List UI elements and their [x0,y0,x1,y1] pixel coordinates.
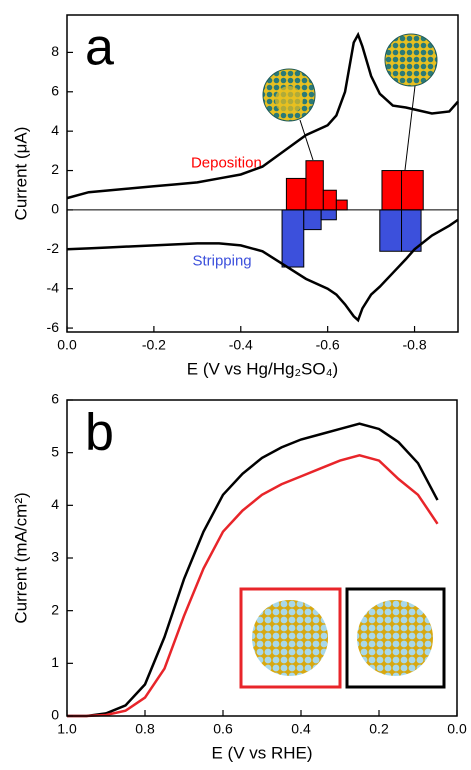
bar [322,189,337,211]
nanoparticle-images [262,33,438,171]
y-tick-label: 0 [51,201,59,217]
x-tick-label: 0.4 [291,721,311,737]
bar [303,209,322,231]
y-tick-label: -6 [47,319,60,335]
x-axis-label: E (V vs RHE) [211,743,312,762]
x-tick-label: 0.2 [369,721,389,737]
y-axis-label: Current (μA) [11,127,30,221]
y-tick-label: 4 [51,496,59,512]
y-tick-label: 5 [51,443,59,459]
data-line [66,31,459,200]
y-tick-label: 0 [51,707,59,723]
bar [401,170,424,211]
y-tick-label: 8 [51,43,59,59]
bar [320,209,337,221]
panel-label: b [85,404,114,462]
bar [379,209,403,252]
bar [285,177,307,211]
inset-images [239,587,446,689]
y-tick-label: -2 [47,240,60,256]
data-line [67,422,439,718]
bar [305,160,324,211]
y-tick-label: 2 [51,601,59,617]
x-tick-label: -0.2 [142,337,166,353]
x-tick-label: 0.0 [57,337,77,353]
x-tick-label: 0.0 [447,721,467,737]
x-tick-label: 1.0 [57,721,77,737]
x-tick-label: 0.8 [135,721,155,737]
y-tick-label: 2 [51,161,59,177]
data-line [66,218,459,323]
data-line [67,454,439,718]
plot-frame [66,14,459,333]
x-axis-label: E (V vs Hg/Hg₂SO₄) [187,359,338,378]
bar [335,199,348,211]
x-tick-label: -0.8 [402,337,426,353]
y-tick-label: 3 [51,549,59,565]
y-tick-label: 6 [51,82,59,98]
bar-legend-label: Deposition [191,155,262,172]
y-tick-label: 4 [51,122,59,138]
x-tick-label: -0.6 [316,337,340,353]
panel-label: a [85,19,114,77]
bar [281,209,305,268]
x-tick-label: -0.4 [229,337,253,353]
y-tick-label: -4 [47,279,60,295]
y-tick-label: 6 [51,391,59,407]
y-tick-label: 1 [51,654,59,670]
bar-legend-label: Stripping [192,253,251,270]
x-tick-label: 0.6 [213,721,233,737]
y-axis-label: Current (mA/cm²) [11,492,30,623]
bar [381,170,403,211]
